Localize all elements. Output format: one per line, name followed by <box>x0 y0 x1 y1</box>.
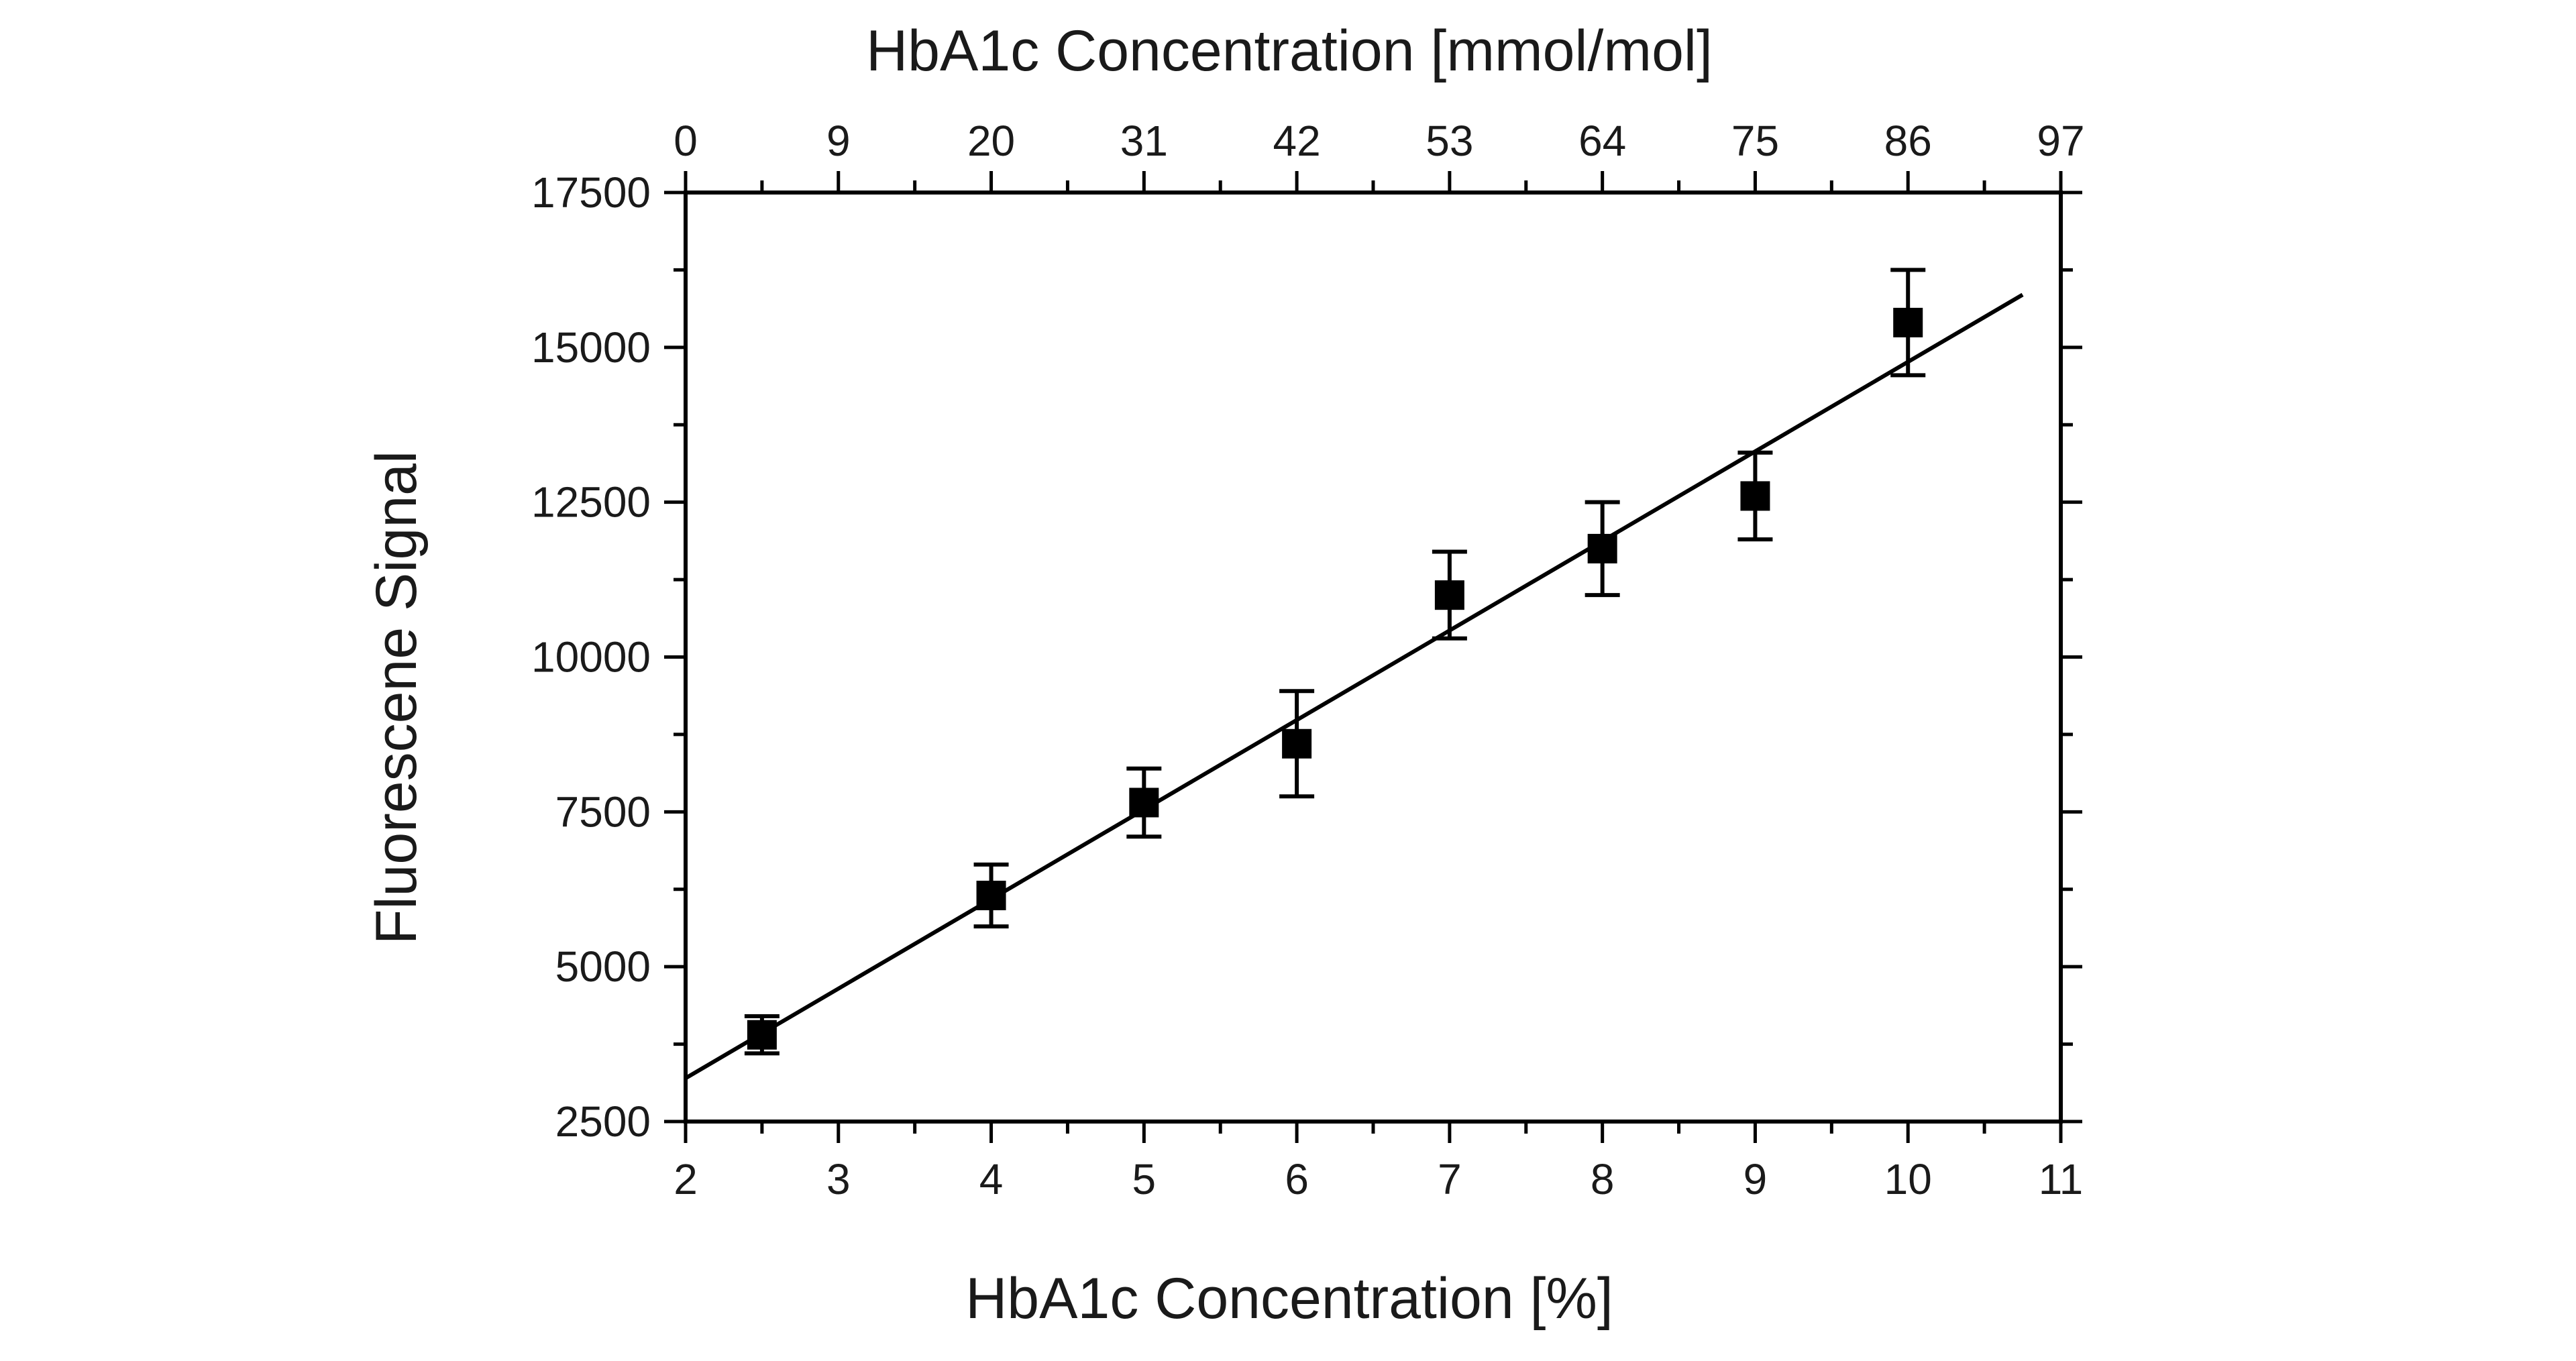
x2-tick-label: 53 <box>1426 117 1473 165</box>
y-tick-label: 17500 <box>531 168 651 217</box>
data-point <box>1282 728 1312 759</box>
y-tick-label: 5000 <box>555 942 651 991</box>
data-point <box>1434 580 1464 610</box>
x-tick-label: 6 <box>1285 1155 1309 1203</box>
axes <box>664 171 2082 1143</box>
x-tick-label: 8 <box>1591 1155 1615 1203</box>
x-tick-label: 4 <box>979 1155 1004 1203</box>
data-point <box>1587 533 1617 563</box>
y-tick-label: 15000 <box>531 323 651 372</box>
x-tick-label: 3 <box>826 1155 851 1203</box>
y-tick-label: 7500 <box>555 787 651 836</box>
data-point <box>747 1020 777 1050</box>
x2-tick-label: 20 <box>967 117 1015 165</box>
data-point <box>1740 481 1770 511</box>
fit-line-group <box>684 292 2024 1080</box>
x-tick-label: 9 <box>1743 1155 1768 1203</box>
x2-tick-label: 42 <box>1273 117 1321 165</box>
x2-tick-label: 97 <box>2037 117 2084 165</box>
x-axis-title: HbA1c Concentration [%] <box>965 1266 1613 1331</box>
x2-tick-label: 31 <box>1120 117 1168 165</box>
x-tick-label: 2 <box>674 1155 698 1203</box>
x2-tick-label: 0 <box>674 117 698 165</box>
y-tick-label: 2500 <box>555 1097 651 1146</box>
tick-labels: 2 3 4 5 6 7 8 9 10 11 0 9 20 31 42 53 64 75 86 97 2500 5000 75… <box>531 117 2085 1203</box>
plot-frame <box>684 190 2063 1124</box>
data-point <box>1129 787 1159 818</box>
x-tick-label: 10 <box>1884 1155 1932 1203</box>
x2-tick-label: 64 <box>1578 117 1626 165</box>
y-tick-label: 10000 <box>531 633 651 682</box>
x2-tick-label: 75 <box>1731 117 1779 165</box>
top-axis-title: HbA1c Concentration [mmol/mol] <box>866 19 1713 83</box>
x2-tick-label: 9 <box>826 117 851 165</box>
y-tick-label: 12500 <box>531 478 651 527</box>
x2-tick-label: 86 <box>1884 117 1932 165</box>
x-tick-label: 11 <box>2039 1155 2083 1203</box>
data-point <box>976 880 1006 910</box>
data-points <box>744 268 1926 1056</box>
fit-line <box>684 292 2024 1080</box>
y-axis-title: Fluorescene Signal <box>364 451 429 944</box>
x-tick-label: 7 <box>1438 1155 1462 1203</box>
x-tick-label: 5 <box>1132 1155 1157 1203</box>
data-point <box>1893 307 1923 337</box>
